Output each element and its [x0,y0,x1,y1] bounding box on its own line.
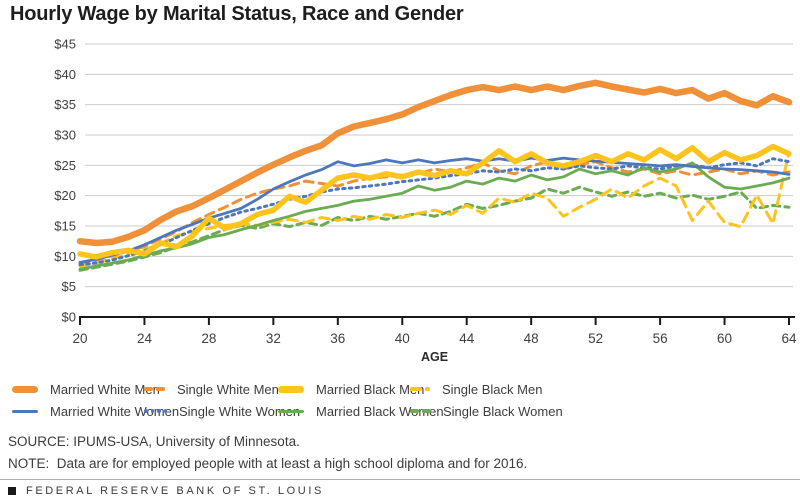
legend-item: Married White Men [12,381,160,397]
x-axis-tick-label: 52 [588,331,603,346]
y-axis-tick-label: $20 [54,188,76,203]
y-axis-tick-label: $25 [54,158,76,173]
legend-item: Single Black Women [410,403,563,419]
legend-swatch-dashes-icon [144,387,168,391]
footer-bank-name: FEDERAL RESERVE BANK OF ST. LOUIS [26,485,324,497]
x-axis-tick-label: 20 [72,331,87,346]
legend-label: Single White Men [177,381,279,397]
x-axis-tick-label: 48 [524,331,539,346]
legend-item: Single Black Men [410,381,542,397]
legend-label: Single Black Men [442,381,543,397]
y-axis-tick-label: $40 [54,67,76,82]
y-axis-tick-label: $35 [54,97,76,112]
legend-label: Married Black Men [316,381,425,397]
legend-swatch-dots-icon [144,409,170,413]
legend-swatch-line-icon [12,409,41,413]
y-axis-tick-label: $5 [62,279,76,294]
legend-item: Married White Women [12,403,179,419]
x-axis-tick-label: 40 [395,331,410,346]
legend-swatch-line-icon [278,409,307,413]
y-axis-tick-label: $10 [54,249,76,264]
x-axis-tick-label: 44 [459,331,475,346]
x-axis-tick-label: 32 [266,331,281,346]
y-axis-tick-label: $15 [54,219,76,234]
footer: FEDERAL RESERVE BANK OF ST. LOUIS [8,485,324,497]
source-line: SOURCE: IPUMS-USA, University of Minneso… [8,434,300,449]
x-axis-tick-label: 24 [137,331,153,346]
note-line: NOTE: Data are for employed people with … [8,456,528,471]
legend-label: Married White Men [50,381,160,397]
legend-swatch-dash-long-short-icon [410,387,433,391]
x-axis-title: AGE [421,350,448,364]
x-axis-tick-label: 28 [201,331,216,346]
legend-label: Married Black Women [316,403,444,419]
legend-swatch-thick-icon [278,385,307,393]
series-married-white-men [76,79,793,247]
legend-label: Single White Women [179,403,301,419]
legend-item: Single White Women [144,403,300,419]
x-axis-tick-label: 36 [330,331,345,346]
x-axis-tick-label: 60 [717,331,732,346]
chart-title: Hourly Wage by Marital Status, Race and … [10,3,464,25]
x-axis-tick-label: 64 [781,331,797,346]
legend-swatch-dashes-icon [410,409,434,413]
legend-item: Single White Men [144,381,279,397]
x-axis-tick-label: 56 [653,331,668,346]
legend-label: Married White Women [50,403,180,419]
legend-label: Single Black Women [443,403,563,419]
y-axis-tick-label: $30 [54,128,76,143]
series-married-white-women [78,156,791,264]
series-single-black-women [78,185,791,272]
wage-line-chart: $0 $5 $10 $15 $20 $25 $30 $35 $40 $45 20 24 28 32 36 40… [54,37,797,365]
footer-divider [0,479,800,480]
legend-item: Married Black Women [278,403,444,419]
legend-item: Married Black Men [278,381,424,397]
series-single-white-men [78,160,791,265]
legend-swatch-thick-icon [12,385,41,393]
series-married-black-men [77,143,792,260]
y-axis-tick-label: $0 [62,310,76,325]
series-married-black-women [78,161,791,271]
footer-square-bullet-icon [8,487,16,495]
y-axis-tick-label: $45 [54,37,76,52]
